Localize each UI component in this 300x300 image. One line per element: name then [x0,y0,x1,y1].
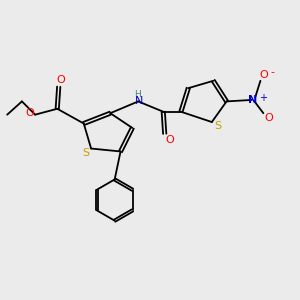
Text: N: N [135,96,143,106]
Text: O: O [260,70,268,80]
Text: O: O [264,113,273,124]
Text: +: + [259,94,267,103]
Text: S: S [82,148,89,158]
Text: O: O [57,75,65,85]
Text: S: S [215,121,222,130]
Text: O: O [166,135,174,145]
Text: -: - [271,67,275,77]
Text: H: H [134,90,141,99]
Text: N: N [248,95,258,105]
Text: O: O [25,108,34,118]
